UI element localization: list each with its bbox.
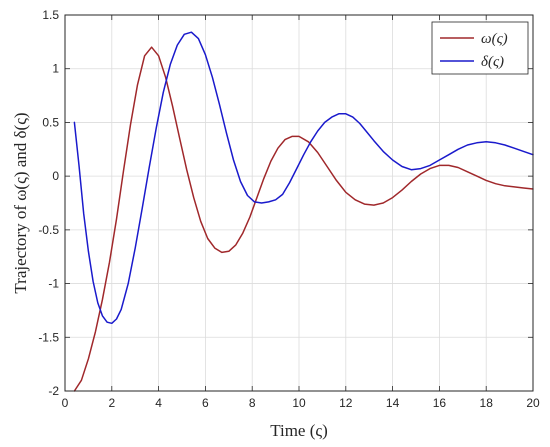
y-tick-label: -1 [48,277,59,291]
y-tick-label: -2 [48,384,59,398]
x-tick-label: 18 [480,396,494,410]
x-tick-label: 2 [108,396,115,410]
x-tick-label: 16 [433,396,447,410]
x-tick-label: 0 [62,396,69,410]
x-tick-label: 10 [292,396,306,410]
series-line-omega [73,46,534,392]
x-tick-label: 8 [249,396,256,410]
y-axis-label: Trajectory of ω(ς) and δ(ς) [11,112,30,293]
axis-ticks: 0 2 4 6 8 10 12 14 16 18 20 -2 -1.5 -1 -0.5 0 0.5 1 1.5 [38,8,540,410]
grid [65,15,533,391]
legend-label-omega: ω(ς) [481,31,508,47]
legend-label-delta: δ(ς) [481,54,504,70]
x-tick-label: 20 [526,396,540,410]
series-line-delta [73,31,534,325]
x-tick-label: 14 [386,396,400,410]
x-tick-label: 6 [202,396,209,410]
x-tick-label: 12 [339,396,353,410]
legend-box [431,21,529,75]
x-axis-label: Time (ς) [270,421,328,440]
y-tick-label: 0.5 [42,115,59,129]
y-tick-label: 1.5 [42,8,59,22]
series-layer [73,31,534,392]
y-tick-label: 1 [52,62,59,76]
x-tick-label: 4 [155,396,162,410]
y-tick-label: 0 [52,169,59,183]
legend: ω(ς) δ(ς) [431,21,529,75]
y-tick-label: -1.5 [38,330,59,344]
y-tick-label: -0.5 [38,223,59,237]
